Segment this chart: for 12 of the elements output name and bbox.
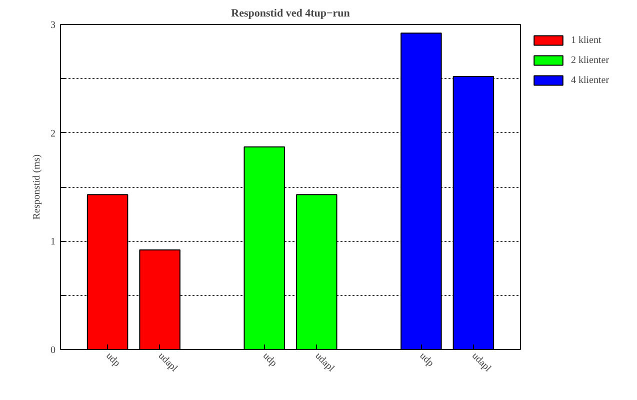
legend-label: 1 klient: [571, 34, 602, 46]
x-tick-label: udp: [417, 350, 436, 369]
x-tick-label: udp: [260, 350, 279, 369]
chart-title: Responstid ved 4tup−run: [231, 8, 350, 20]
legend-label: 2 klienter: [571, 54, 610, 66]
legend-label: 4 klienter: [571, 74, 610, 86]
y-tick-label: 3: [50, 20, 56, 31]
y-tick-label: 0: [50, 345, 56, 356]
y-tick-label: 1: [50, 236, 56, 248]
x-tick-label: udp: [104, 350, 122, 369]
y-tick-label: 2: [50, 128, 56, 140]
y-axis-title: Responstid (ms): [32, 154, 42, 220]
